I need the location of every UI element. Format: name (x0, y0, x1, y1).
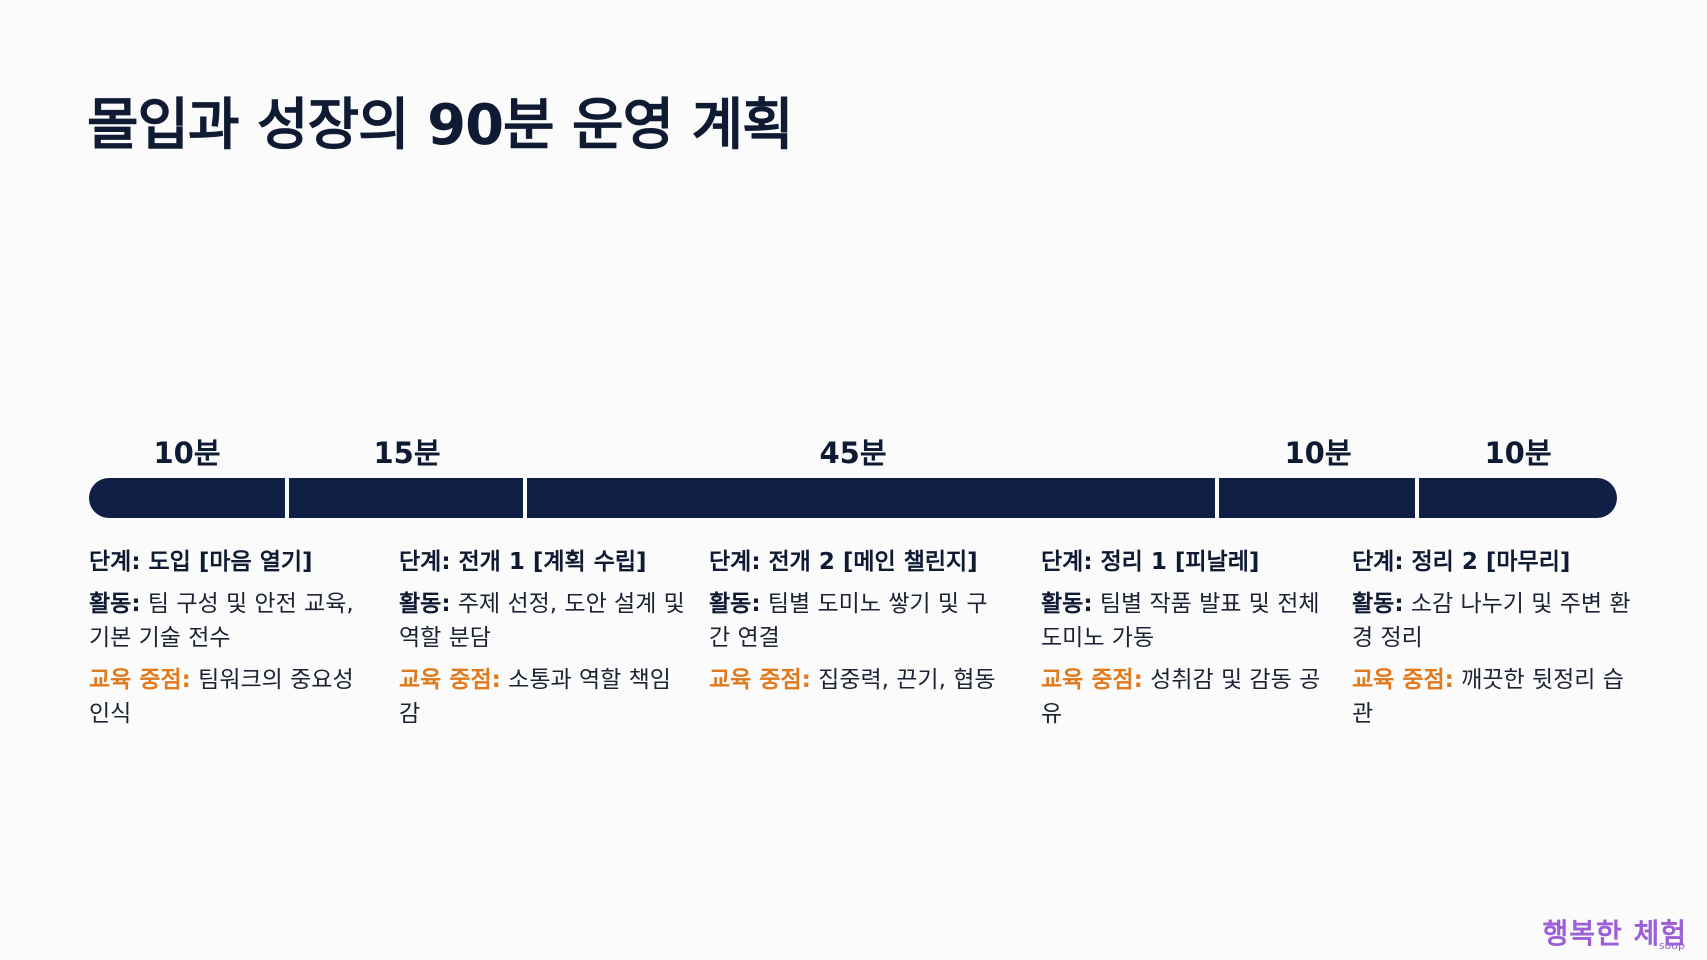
timeline-segment-2 (289, 478, 523, 518)
duration-label-3: 45분 (819, 436, 887, 470)
stage-5: 단계: 정리 2 [마무리] 활동: 소감 나누기 및 주변 환경 정리 교육 … (1352, 545, 1642, 731)
activity-label: 활동: (399, 591, 451, 617)
stage-activity: 활동: 주제 선정, 도안 설계 및 역할 분담 (399, 587, 689, 655)
stage-focus: 교육 중점: 성취감 및 감동 공유 (1041, 663, 1331, 731)
stage-2: 단계: 전개 1 [계획 수립] 활동: 주제 선정, 도안 설계 및 역할 분… (399, 545, 689, 731)
activity-label: 활동: (1041, 591, 1093, 617)
watermark-logo: 행복한 체험 soop (1542, 912, 1687, 952)
stage-activity: 활동: 팀 구성 및 안전 교육, 기본 기술 전수 (89, 587, 379, 655)
stage-focus: 교육 중점: 팀워크의 중요성 인식 (89, 663, 379, 731)
stage-title: 단계: 전개 2 [메인 챌린지] (709, 549, 978, 575)
duration-labels: 10분 15분 45분 10분 10분 (0, 430, 1707, 470)
stage-title: 단계: 정리 2 [마무리] (1352, 549, 1571, 575)
activity-text: 팀별 작품 발표 및 전체 도미노 가동 (1041, 591, 1320, 651)
activity-label: 활동: (89, 591, 141, 617)
duration-label-5: 10분 (1484, 436, 1552, 470)
stage-3: 단계: 전개 2 [메인 챌린지] 활동: 팀별 도미노 쌓기 및 구간 연결 … (709, 545, 999, 697)
page-title: 몰입과 성장의 90분 운영 계획 (87, 93, 794, 158)
stage-1: 단계: 도입 [마음 열기] 활동: 팀 구성 및 안전 교육, 기본 기술 전… (89, 545, 379, 731)
duration-label-2: 15분 (373, 436, 441, 470)
stage-focus: 교육 중점: 집중력, 끈기, 협동 (709, 663, 999, 697)
activity-text: 팀 구성 및 안전 교육, 기본 기술 전수 (89, 591, 354, 651)
timeline-segment-3 (527, 478, 1215, 518)
focus-text: 집중력, 끈기, 협동 (818, 667, 996, 693)
stage-activity: 활동: 팀별 작품 발표 및 전체 도미노 가동 (1041, 587, 1331, 655)
focus-label: 교육 중점: (709, 667, 811, 693)
stage-activity: 활동: 소감 나누기 및 주변 환경 정리 (1352, 587, 1642, 655)
duration-label-4: 10분 (1284, 436, 1352, 470)
watermark-subtext: soop (1658, 939, 1685, 952)
timeline-bar (89, 478, 1617, 518)
timeline-segment-4 (1219, 478, 1415, 518)
focus-label: 교육 중점: (399, 667, 501, 693)
stage-title: 단계: 정리 1 [피날레] (1041, 549, 1260, 575)
stage-title: 단계: 전개 1 [계획 수립] (399, 549, 647, 575)
stage-title: 단계: 도입 [마음 열기] (89, 549, 313, 575)
stage-focus: 교육 중점: 깨끗한 뒷정리 습관 (1352, 663, 1642, 731)
stage-activity: 활동: 팀별 도미노 쌓기 및 구간 연결 (709, 587, 999, 655)
activity-text: 팀별 도미노 쌓기 및 구간 연결 (709, 591, 988, 651)
focus-text: 깨끗한 뒷정리 습관 (1352, 667, 1624, 727)
activity-label: 활동: (709, 591, 761, 617)
activity-text: 주제 선정, 도안 설계 및 역할 분담 (399, 591, 685, 651)
focus-label: 교육 중점: (89, 667, 191, 693)
focus-label: 교육 중점: (1041, 667, 1143, 693)
stage-focus: 교육 중점: 소통과 역할 책임감 (399, 663, 689, 731)
focus-text: 소통과 역할 책임감 (399, 667, 671, 727)
activity-text: 소감 나누기 및 주변 환경 정리 (1352, 591, 1631, 651)
stage-4: 단계: 정리 1 [피날레] 활동: 팀별 작품 발표 및 전체 도미노 가동 … (1041, 545, 1331, 731)
watermark-text: 행복한 체험 (1542, 917, 1687, 950)
duration-label-1: 10분 (153, 436, 221, 470)
timeline-segment-5 (1419, 478, 1617, 518)
timeline-segment-1 (89, 478, 285, 518)
focus-text: 성취감 및 감동 공유 (1041, 667, 1321, 727)
focus-label: 교육 중점: (1352, 667, 1454, 693)
focus-text: 팀워크의 중요성 인식 (89, 667, 354, 727)
activity-label: 활동: (1352, 591, 1404, 617)
